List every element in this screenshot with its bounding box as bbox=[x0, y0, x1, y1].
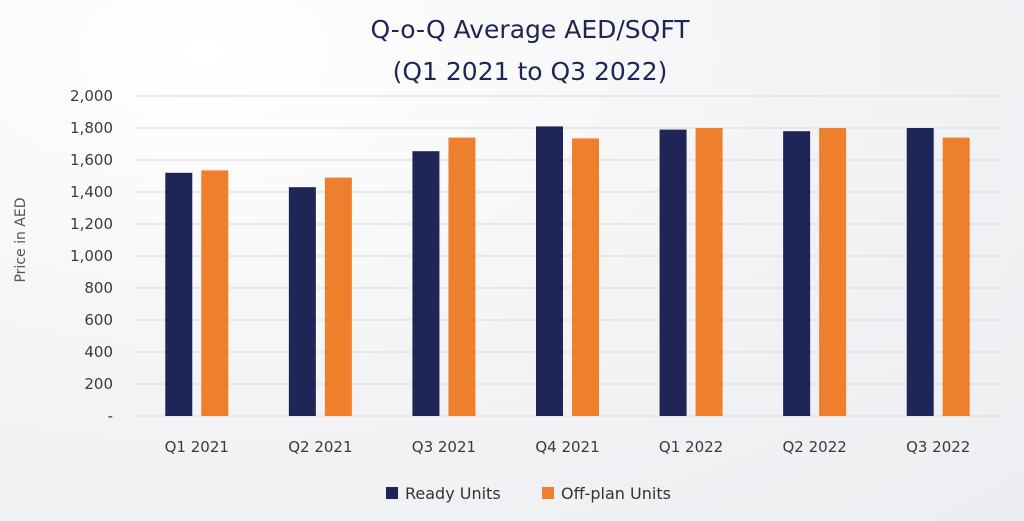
y-tick-label: 1,000 bbox=[70, 247, 113, 265]
bar-ready-units bbox=[536, 126, 563, 417]
gridlines bbox=[135, 95, 1000, 417]
y-tick-label: 200 bbox=[84, 375, 113, 393]
bar-off-plan-units bbox=[201, 170, 229, 416]
legend: Ready Units Off-plan Units bbox=[386, 484, 671, 503]
y-tick-label: 800 bbox=[84, 279, 113, 297]
bar-off-plan-units bbox=[572, 138, 599, 416]
legend-label: Off-plan Units bbox=[561, 484, 671, 503]
chart-title-line-2: (Q1 2021 to Q3 2022) bbox=[393, 57, 668, 86]
bar-off-plan-units bbox=[942, 137, 970, 416]
x-tick-label: Q4 2021 bbox=[535, 438, 599, 456]
y-tick-label: 1,200 bbox=[70, 215, 113, 233]
legend-swatch bbox=[386, 487, 398, 499]
x-axis-ticks: Q1 2021 Q2 2021 Q3 2021 Q4 2021 Q1 2022 Q2 20… bbox=[165, 438, 971, 456]
x-tick-label: Q3 2021 bbox=[412, 438, 476, 456]
x-tick-label: Q2 2022 bbox=[782, 438, 846, 456]
x-tick-label: Q3 2022 bbox=[906, 438, 970, 456]
y-axis-ticks: - 200 400 600 800 1,000 1,200 1,400 1,600 1,800 2,… bbox=[70, 87, 113, 425]
bars bbox=[165, 126, 970, 417]
bar-ready-units bbox=[288, 187, 316, 416]
y-axis-label: Price in AED bbox=[13, 197, 29, 282]
bar-off-plan-units bbox=[695, 128, 723, 416]
y-tick-label: 400 bbox=[84, 343, 113, 361]
y-tick-label: 2,000 bbox=[70, 87, 113, 105]
legend-label: Ready Units bbox=[405, 484, 501, 503]
bar-ready-units bbox=[412, 151, 440, 416]
bar-ready-units bbox=[659, 129, 687, 416]
y-tick-label: 1,800 bbox=[70, 119, 113, 137]
y-tick-label: 600 bbox=[84, 311, 113, 329]
y-tick-label: - bbox=[108, 407, 113, 425]
y-tick-label: 1,400 bbox=[70, 183, 113, 201]
chart-title: Q-o-Q Average AED/SQFT (Q1 2021 to Q3 20… bbox=[370, 15, 690, 86]
bar-off-plan-units bbox=[819, 128, 847, 416]
x-tick-label: Q1 2022 bbox=[659, 438, 723, 456]
legend-swatch bbox=[542, 487, 554, 499]
chart-title-line-1: Q-o-Q Average AED/SQFT bbox=[370, 15, 690, 44]
y-tick-label: 1,600 bbox=[70, 151, 113, 169]
bar-ready-units bbox=[906, 128, 934, 416]
bar-off-plan-units bbox=[324, 177, 352, 416]
x-tick-label: Q1 2021 bbox=[165, 438, 229, 456]
x-tick-label: Q2 2021 bbox=[288, 438, 352, 456]
bar-ready-units bbox=[783, 131, 811, 416]
bar-ready-units bbox=[165, 172, 193, 416]
bar-off-plan-units bbox=[448, 137, 476, 416]
